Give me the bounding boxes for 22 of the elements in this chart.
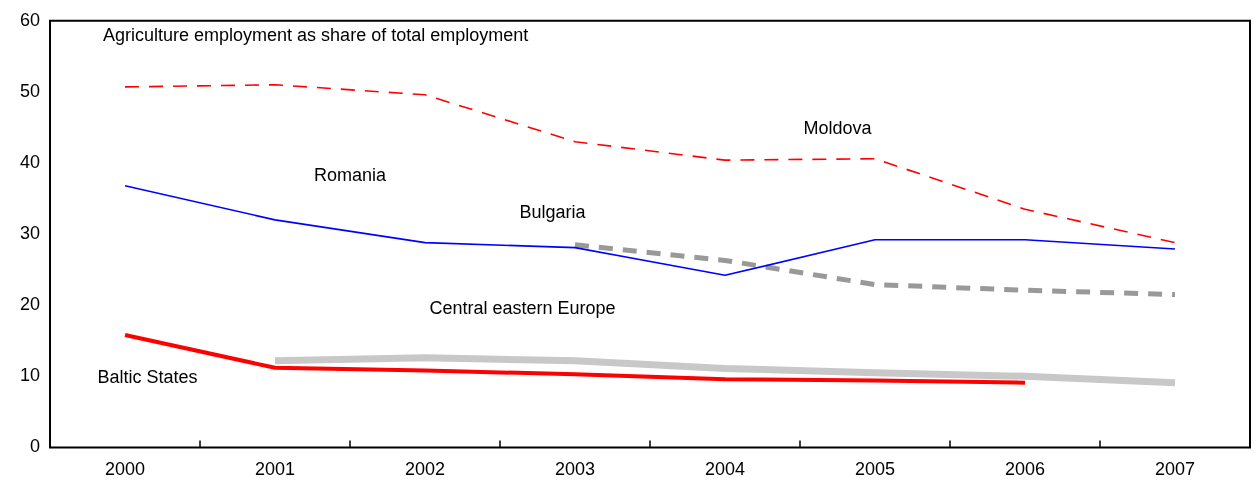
y-tick-label: 30 [19,223,41,244]
x-tick-label: 2003 [554,459,596,480]
text: Romania [313,164,388,185]
x-tick-label: 2004 [704,459,746,480]
x-tick-label: 2001 [254,459,296,480]
text: Central eastern Europe [429,298,616,319]
series-label: Moldova [803,117,873,138]
y-tick-label: 10 [19,365,41,386]
chart-title: Agriculture employment as share of total employment [103,25,529,46]
x-tick-label: 2007 [1154,459,1196,480]
x-tick-label: 2005 [854,459,896,480]
y-tick-label: 60 [19,9,41,30]
y-tick-label: 40 [19,151,41,172]
x-tick-label: 2002 [404,459,446,480]
y-tick-label: 50 [19,80,41,101]
series-label: Baltic States [97,367,198,388]
x-tick-label: 2006 [1004,459,1046,480]
line-series [124,83,1176,244]
series-label: Bulgaria [519,201,587,222]
x-tick-label: 2000 [105,459,146,480]
y-tick-label: 0 [30,436,41,457]
y-tick-label: 20 [19,294,41,315]
